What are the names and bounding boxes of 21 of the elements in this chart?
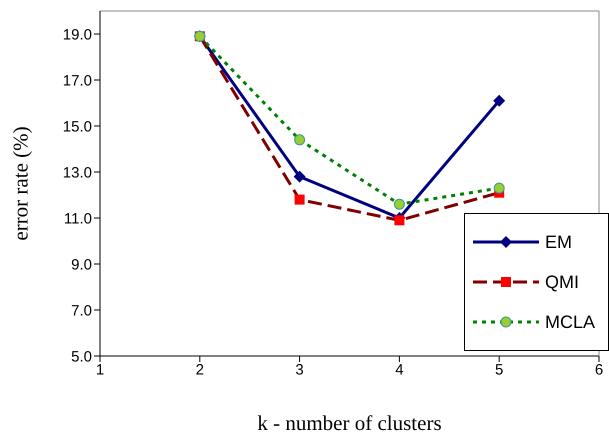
x-tick-label: 6: [594, 362, 604, 379]
y-tick-label: 15.0: [62, 118, 92, 136]
y-tick-label: 7.0: [71, 302, 92, 320]
point: [493, 94, 506, 107]
y-tick-label: 19.0: [62, 26, 92, 44]
x-tick-label: 5: [495, 362, 504, 379]
y-tick-label: 11.0: [64, 210, 92, 228]
legend-label: EM: [545, 232, 572, 252]
x-tick-label: 3: [295, 362, 304, 379]
x-tick-label: 2: [196, 362, 204, 379]
y-tick-label: 17.0: [62, 72, 92, 90]
legend-label: MCLA: [545, 312, 596, 332]
x-tick-label: 1: [96, 362, 104, 379]
point: [294, 170, 306, 183]
x-tick-label: 4: [395, 362, 404, 379]
x-axis-title: k - number of clusters: [257, 411, 442, 432]
y-tick-label: 13.0: [62, 164, 92, 182]
legend-label: QMI: [545, 272, 579, 292]
y-tick-label: 9.0: [71, 256, 92, 274]
y-tick-label: 5.0: [71, 348, 92, 366]
y-axis-title: error rate (%): [8, 126, 32, 241]
